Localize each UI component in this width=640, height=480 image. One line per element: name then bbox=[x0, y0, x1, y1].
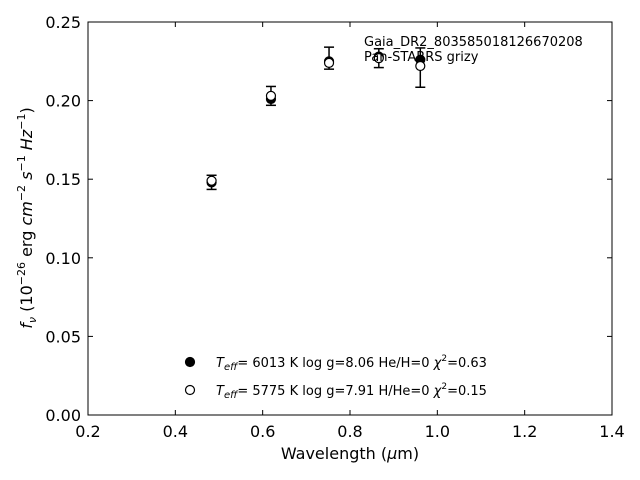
model-point-open bbox=[265, 90, 277, 101]
axis-ticks: 0.2 0.4 0.6 0.8 1.0 1.2 1.4 0.00 0.05 0.10 0.15 0.2… bbox=[45, 13, 624, 441]
x-tick-label: 1.2 bbox=[512, 422, 537, 441]
y-axis-label: fν (10−26 erg cm−2 s−1 Hz−1) bbox=[15, 107, 39, 328]
plot-area bbox=[87, 21, 613, 416]
y-tick-label: 0.15 bbox=[45, 170, 81, 189]
legend-logg: log g=8.06 bbox=[302, 356, 374, 371]
annotation-source-id: Gaia_DR2_803585018126670208 bbox=[364, 35, 583, 50]
model-point-open bbox=[373, 53, 384, 64]
x-tick-label: 0.6 bbox=[250, 422, 275, 441]
y-tick-label: 0.25 bbox=[45, 13, 81, 32]
legend-marker-open bbox=[184, 384, 196, 396]
data-points bbox=[206, 51, 426, 188]
legend-teff: 6013 K bbox=[252, 356, 298, 371]
legend-teff: 5775 K bbox=[252, 384, 298, 399]
x-tick-label: 1.0 bbox=[425, 422, 450, 441]
legend-marker-filled bbox=[184, 356, 196, 368]
annotation-survey: Pan-STARRS grizy bbox=[364, 50, 479, 65]
model-point-open bbox=[323, 57, 335, 68]
model-point-open bbox=[206, 175, 217, 186]
svg-text:fν (10−26 erg cm−2 s−1 Hz−1): fν (10−26 erg cm−2 s−1 Hz−1) bbox=[15, 107, 39, 328]
legend-composition: He/H=0 bbox=[378, 356, 429, 371]
x-tick-label: 0.4 bbox=[163, 422, 188, 441]
legend-label: Teff= 6013 K log g=8.06 He/H=0 χ2=0.63 bbox=[216, 354, 487, 373]
x-tick-label: 0.8 bbox=[337, 422, 362, 441]
legend-chi2: =0.63 bbox=[447, 356, 487, 371]
y-tick-label: 0.10 bbox=[45, 249, 81, 268]
legend-logg: log g=7.91 bbox=[302, 384, 374, 399]
x-tick-label: 0.2 bbox=[75, 422, 100, 441]
model-point-open bbox=[415, 60, 426, 72]
y-tick-label: 0.20 bbox=[45, 92, 81, 111]
legend-chi2: =0.15 bbox=[447, 384, 487, 399]
legend-composition: H/He=0 bbox=[378, 384, 429, 399]
x-axis-label: Wavelength (μm) bbox=[281, 444, 419, 463]
x-tick-label: 1.4 bbox=[599, 422, 624, 441]
legend-label: Teff= 5775 K log g=7.91 H/He=0 χ2=0.15 bbox=[216, 382, 487, 401]
legend: Teff= 6013 K log g=8.06 He/H=0 χ2=0.63 Te… bbox=[184, 354, 487, 401]
y-tick-label: 0.00 bbox=[45, 406, 81, 425]
y-tick-label: 0.05 bbox=[45, 327, 81, 346]
